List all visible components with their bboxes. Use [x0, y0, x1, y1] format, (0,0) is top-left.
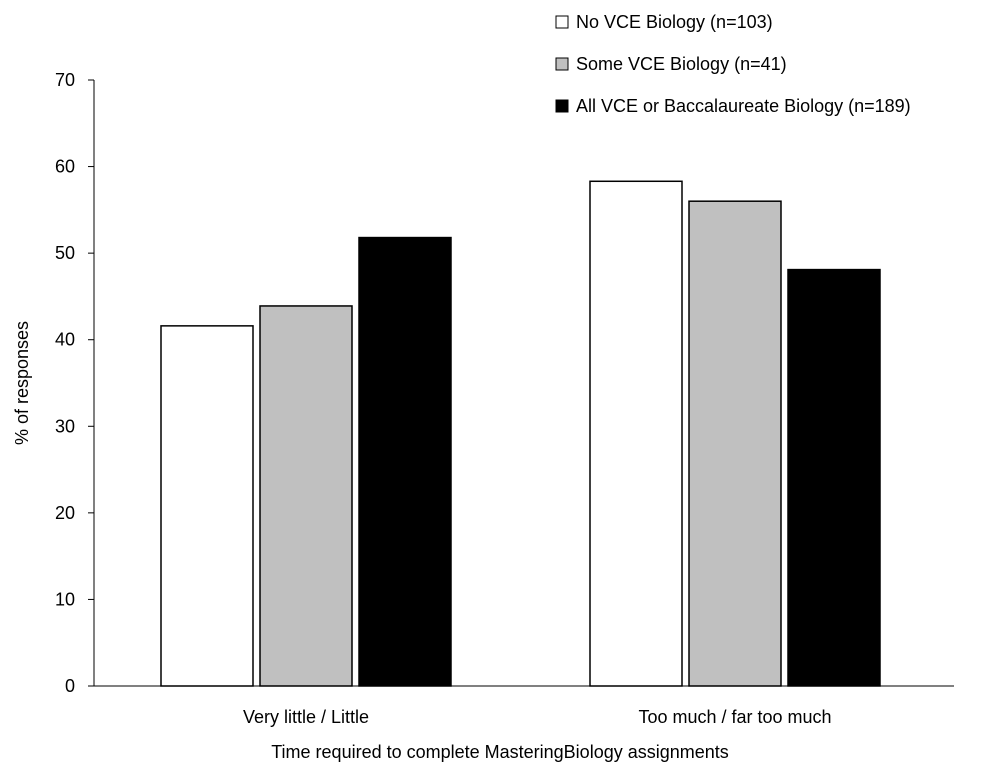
axes-layer: [93, 80, 954, 687]
legend-label: All VCE or Baccalaureate Biology (n=189): [576, 96, 911, 116]
x-category-label: Very little / Little: [243, 707, 369, 727]
legend-label: No VCE Biology (n=103): [576, 12, 773, 32]
y-tick-label: 50: [55, 243, 75, 263]
bar: [589, 180, 683, 687]
x-labels-layer: Very little / Little Too much / far too m…: [243, 707, 832, 727]
y-tick-label: 40: [55, 330, 75, 350]
bar: [688, 200, 782, 687]
y-tick-label: 20: [55, 503, 75, 523]
legend-label: Some VCE Biology (n=41): [576, 54, 787, 74]
y-tick-label: 60: [55, 157, 75, 177]
y-tick-label: 30: [55, 416, 75, 436]
bar: [358, 236, 452, 687]
legend-swatch: [555, 15, 569, 29]
y-tick-label: 10: [55, 589, 75, 609]
bars-layer: [160, 180, 881, 687]
legend-swatch: [555, 57, 569, 71]
legend: No VCE Biology (n=103) Some VCE Biology (…: [555, 12, 911, 116]
bar: [259, 305, 353, 687]
x-category-label: Too much / far too much: [638, 707, 831, 727]
bar: [160, 325, 254, 687]
y-axis-title: % of responses: [12, 321, 32, 445]
y-ticks-layer: 0 10 20 30 40 50 60 70: [55, 70, 94, 696]
bar: [787, 268, 881, 687]
legend-swatch: [555, 99, 569, 113]
y-tick-label: 70: [55, 70, 75, 90]
x-axis-title: Time required to complete MasteringBiolo…: [271, 742, 729, 762]
y-tick-label: 0: [65, 676, 75, 696]
